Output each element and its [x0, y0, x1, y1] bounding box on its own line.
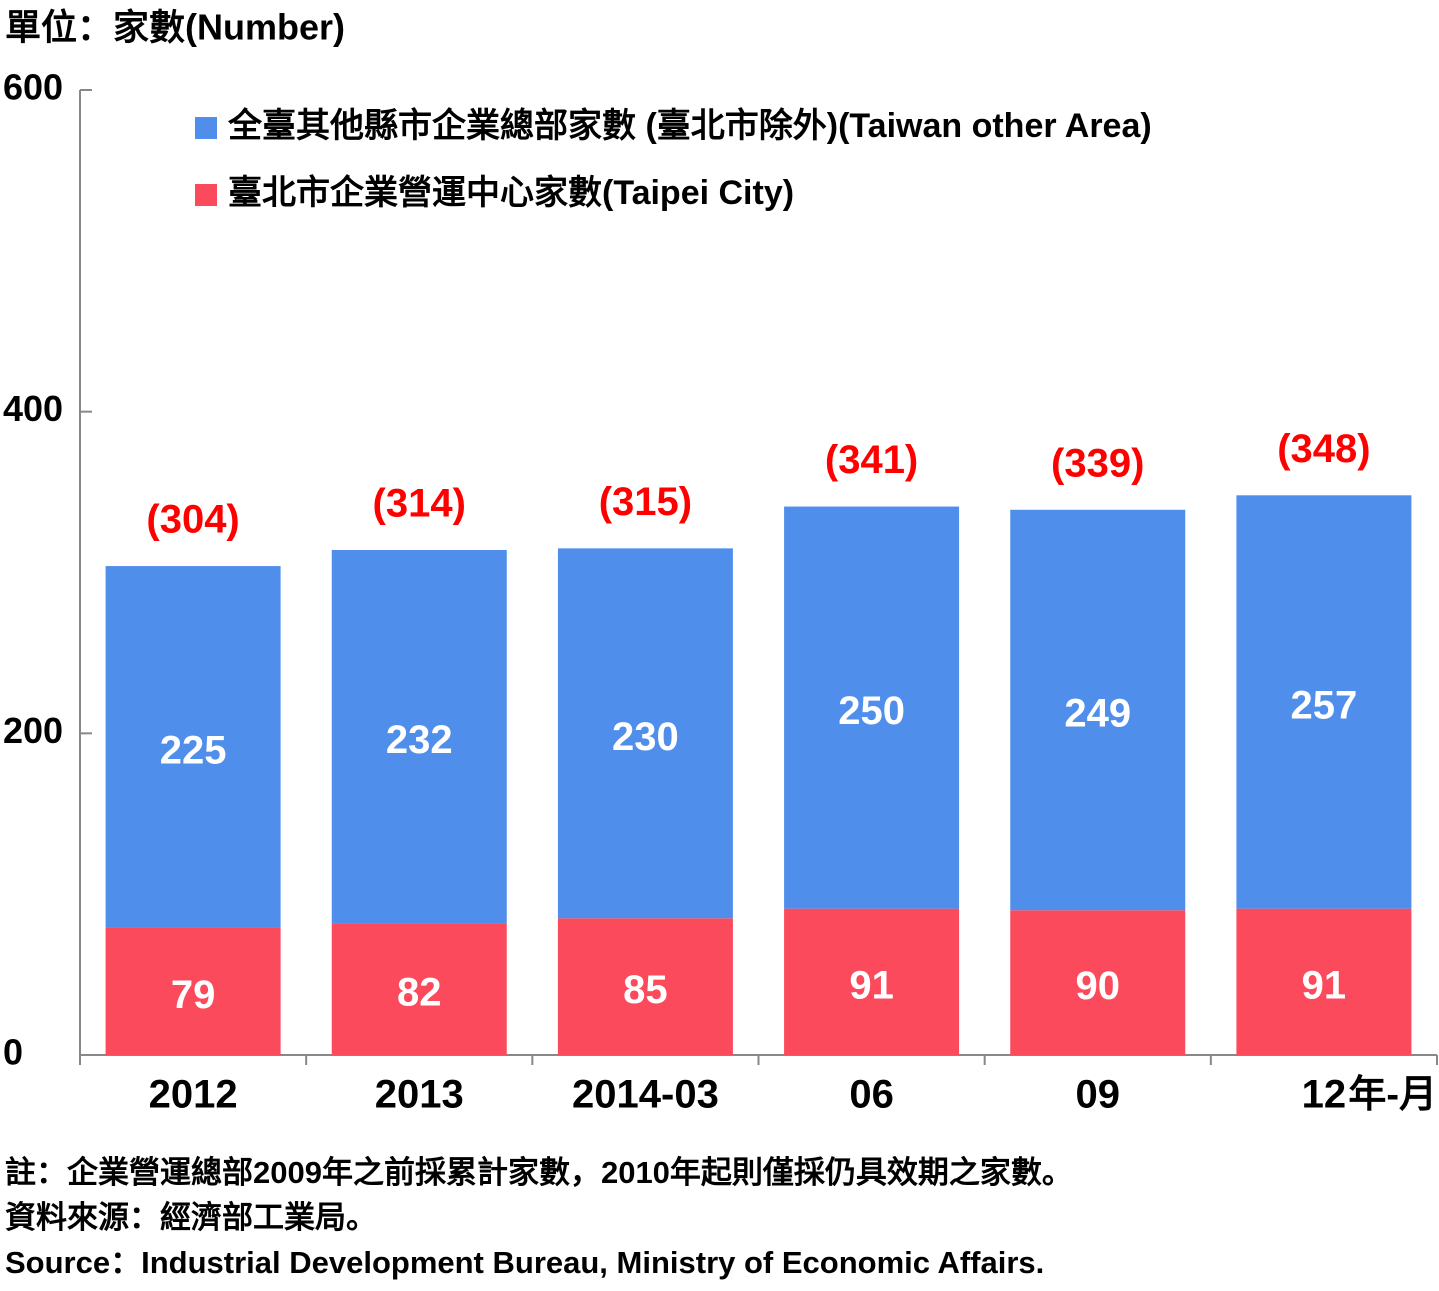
- bar-segment: [1010, 509, 1186, 911]
- x-tick-label: 09: [1076, 1073, 1121, 1117]
- y-tick-label: 600: [3, 67, 63, 108]
- x-tick-label: 12: [1302, 1073, 1347, 1117]
- bar-segment: [1010, 910, 1186, 1055]
- bar-segment: [784, 908, 960, 1055]
- value-label: 232: [386, 718, 453, 762]
- bar-segment: [784, 506, 960, 909]
- total-label: (304): [146, 498, 239, 542]
- bar-segment: [557, 548, 733, 919]
- note: 資料來源：經濟部工業局。: [5, 1200, 377, 1235]
- bar-segment: [105, 566, 281, 928]
- note: Source：Industrial Development Bureau, Mi…: [5, 1245, 1044, 1280]
- value-label: 225: [160, 729, 227, 773]
- y-tick-label: 0: [3, 1032, 23, 1073]
- value-label: 82: [397, 971, 442, 1015]
- y-tick-label: 400: [3, 388, 63, 429]
- value-label: 85: [623, 968, 668, 1012]
- value-label: 257: [1291, 684, 1358, 728]
- value-label: 91: [1302, 963, 1347, 1007]
- value-label: 250: [838, 689, 905, 733]
- value-label: 249: [1064, 692, 1131, 736]
- chart-title: 單位：家數(Number): [5, 7, 345, 48]
- total-label: (315): [599, 480, 692, 524]
- bar-segment: [1236, 908, 1412, 1055]
- x-axis-label: 年-月: [1348, 1074, 1437, 1116]
- value-label: 90: [1076, 964, 1121, 1008]
- bar-segment: [557, 918, 733, 1055]
- total-label: (339): [1051, 441, 1144, 485]
- legend-swatch: [195, 184, 217, 206]
- x-tick-label: 06: [849, 1073, 894, 1117]
- x-tick-label: 2013: [375, 1073, 464, 1117]
- x-tick-label: 2012: [149, 1073, 238, 1117]
- y-tick-label: 200: [3, 710, 63, 751]
- note: 註：企業營運總部2009年之前採累計家數，2010年起則僅採仍具效期之家數。: [5, 1155, 1073, 1190]
- legend-swatch: [195, 117, 217, 139]
- total-label: (314): [373, 482, 466, 526]
- value-label: 79: [171, 973, 216, 1017]
- bar-segment: [1236, 495, 1412, 909]
- total-label: (348): [1277, 427, 1370, 471]
- total-label: (341): [825, 438, 918, 482]
- value-label: 91: [849, 963, 894, 1007]
- bar-segment: [331, 923, 507, 1055]
- bar-segment: [331, 549, 507, 924]
- value-label: 230: [612, 715, 679, 759]
- x-tick-label: 2014-03: [572, 1073, 719, 1117]
- bar-segment: [105, 927, 281, 1055]
- legend-label: 全臺其他縣市企業總部家數 (臺北市除外)(Taiwan other Area): [227, 106, 1152, 145]
- legend-label: 臺北市企業營運中心家數(Taipei City): [228, 173, 794, 212]
